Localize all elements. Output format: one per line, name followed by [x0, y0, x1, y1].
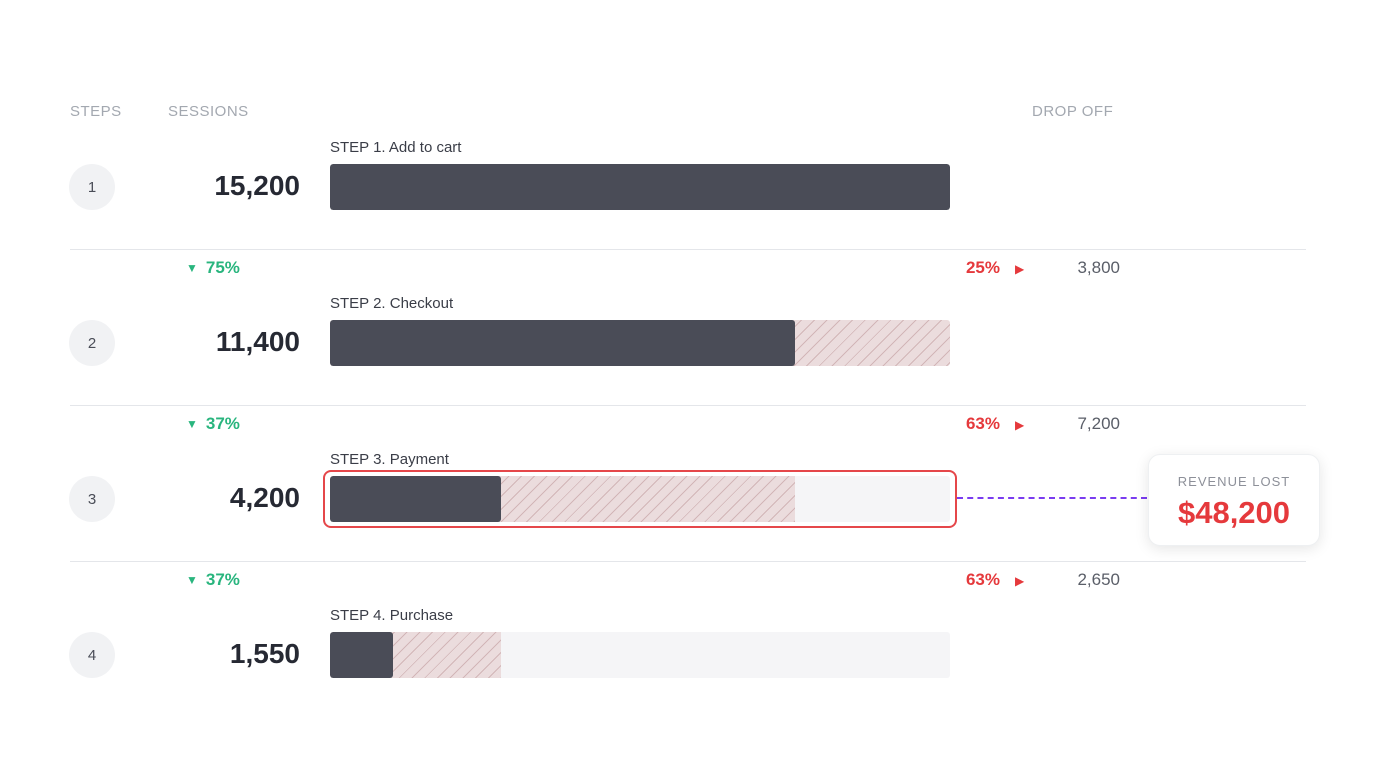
- play-triangle-icon: ▶: [1015, 262, 1025, 276]
- drop-off-header: DROP OFF: [1032, 103, 1114, 120]
- step-bar-track[interactable]: [330, 320, 950, 366]
- step-number-badge: 1: [69, 164, 115, 210]
- conversion-rate-value: 37%: [205, 570, 240, 589]
- step-number-badge: 4: [69, 632, 115, 678]
- drop-off-rate: 25%: [965, 258, 1000, 277]
- step-label: STEP 2. Checkout: [330, 295, 454, 312]
- drop-off-rate: 63%: [965, 570, 1000, 589]
- step-bar-track[interactable]: [330, 632, 950, 678]
- row-divider: [70, 249, 1306, 250]
- conversion-rate: ▼ 37%: [186, 570, 240, 590]
- step-sessions-count: 1,550: [229, 638, 300, 669]
- sessions-bar: [330, 320, 795, 366]
- step-label: STEP 1. Add to cart: [330, 139, 462, 156]
- revenue-lost-value: $48,200: [1177, 495, 1291, 530]
- drop-off-count: 3,800: [1077, 258, 1120, 277]
- highlighted-step-outline: [323, 470, 957, 528]
- drop-off-count: 2,650: [1077, 570, 1120, 589]
- revenue-lost-label: REVENUE LOST: [1177, 474, 1291, 489]
- drop-off-count: 7,200: [1077, 414, 1120, 433]
- revenue-lost-card[interactable]: REVENUE LOST $48,200: [1148, 454, 1320, 546]
- step-sessions-count: 15,200: [214, 170, 300, 201]
- conversion-rate-value: 75%: [205, 258, 240, 277]
- down-triangle-icon: ▼: [186, 261, 198, 275]
- step-number-badge: 2: [69, 320, 115, 366]
- conversion-rate: ▼ 37%: [186, 414, 240, 434]
- down-triangle-icon: ▼: [186, 573, 198, 587]
- play-triangle-icon: ▶: [1015, 418, 1025, 432]
- step-label: STEP 3. Payment: [330, 451, 449, 468]
- sessions-header: SESSIONS: [168, 103, 249, 120]
- drop-off-rate: 63%: [965, 414, 1000, 433]
- down-triangle-icon: ▼: [186, 417, 198, 431]
- step-number-badge: 3: [69, 476, 115, 522]
- sessions-bar: [330, 164, 950, 210]
- conversion-rate: ▼ 75%: [186, 258, 240, 278]
- play-triangle-icon: ▶: [1015, 574, 1025, 588]
- sessions-bar: [330, 476, 501, 522]
- step-label: STEP 4. Purchase: [330, 607, 454, 624]
- revenue-connector-line: [957, 497, 1147, 499]
- step-bar-track[interactable]: [330, 164, 950, 210]
- step-sessions-count: 4,200: [229, 482, 300, 513]
- steps-header: STEPS: [70, 103, 122, 120]
- step-bar-track[interactable]: [330, 476, 950, 522]
- row-divider: [70, 561, 1306, 562]
- step-sessions-count: 11,400: [215, 326, 300, 357]
- sessions-bar: [330, 632, 393, 678]
- conversion-rate-value: 37%: [205, 414, 240, 433]
- row-divider: [70, 405, 1306, 406]
